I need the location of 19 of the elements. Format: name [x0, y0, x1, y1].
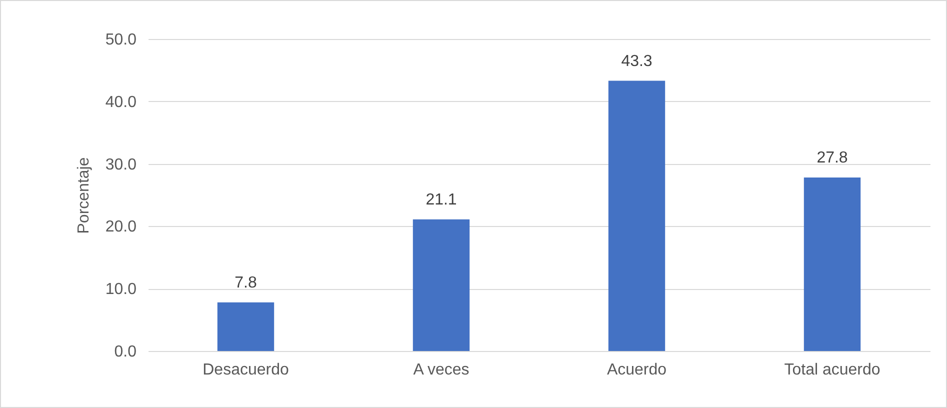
data-label: 27.8: [816, 150, 848, 167]
data-label: 21.1: [426, 191, 457, 208]
y-tick-label: 50.0: [105, 32, 137, 48]
y-tick-label: 20.0: [105, 218, 137, 236]
y-tick-label: 30.0: [105, 156, 137, 174]
y-tick-label: 0.0: [114, 344, 137, 360]
bar: [412, 219, 470, 351]
y-tick-label: 40.0: [105, 94, 137, 111]
data-label: 7.8: [234, 274, 257, 292]
x-tick-label: Acuerdo: [606, 362, 667, 378]
x-tick-label: A veces: [413, 362, 470, 378]
bar: [608, 80, 666, 351]
data-label: 43.3: [621, 52, 652, 70]
y-tick-label: 10.0: [105, 281, 137, 298]
x-tick-label: Total acuerdo: [784, 362, 880, 378]
x-tick-label: Desacuerdo: [202, 362, 289, 378]
bar: [217, 302, 274, 351]
bar: [804, 178, 861, 351]
y-axis-title: Porcentaje: [75, 157, 92, 234]
